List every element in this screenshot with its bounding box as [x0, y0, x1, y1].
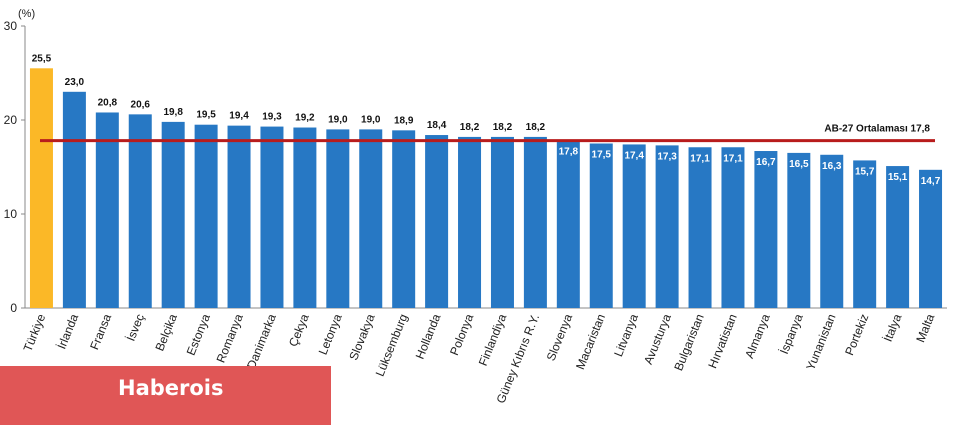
- bar: [754, 151, 778, 308]
- bar-value-label: 20,8: [98, 97, 118, 108]
- x-tick-label: İtalya: [881, 312, 905, 344]
- bar: [227, 125, 251, 308]
- bar-value-label: 19,4: [229, 111, 249, 122]
- y-unit-label: (%): [18, 8, 35, 20]
- x-tick-label: Finlandiya: [476, 312, 510, 368]
- bars: [29, 68, 943, 309]
- bar: [260, 126, 284, 308]
- reference-line-group: AB-27 Ortalaması 17,8: [40, 124, 935, 143]
- x-tick-label: Romanya: [214, 312, 246, 365]
- bar: [886, 166, 910, 308]
- x-tick-label: Danimarka: [244, 312, 279, 371]
- bar-value-label: 17,4: [624, 150, 644, 161]
- watermark-banner: Haberois: [0, 366, 331, 425]
- bar: [655, 145, 679, 308]
- bar-value-label: 18,9: [394, 115, 414, 126]
- x-tick-label: Almanya: [742, 312, 773, 361]
- x-tick-label: Bulgaristan: [671, 312, 706, 373]
- bar: [359, 129, 383, 308]
- x-tick-label: Estonya: [184, 312, 213, 358]
- x-tick-label: İspanya: [777, 312, 806, 357]
- bar-value-label: 16,3: [822, 161, 842, 172]
- bar: [29, 68, 53, 308]
- bar: [293, 127, 317, 309]
- bar: [589, 143, 613, 308]
- bar: [458, 136, 482, 308]
- x-tick-label: Litvanya: [611, 312, 641, 359]
- x-tick-label: Slovenya: [544, 312, 576, 363]
- x-tick-label: Malta: [913, 312, 937, 345]
- bar: [787, 152, 811, 308]
- y-tick-label: 20: [4, 113, 18, 127]
- bar-value-label: 18,2: [526, 122, 546, 133]
- bar-value-label: 19,2: [295, 113, 315, 124]
- bar: [556, 140, 580, 308]
- bar-value-label: 19,5: [196, 110, 216, 121]
- x-tick-label: Macaristan: [573, 312, 608, 372]
- bar: [688, 147, 712, 308]
- x-tick-label: İrlanda: [54, 312, 81, 352]
- x-tick-label: Hırvatistan: [705, 312, 739, 370]
- x-tick-label: Slovakya: [346, 312, 377, 363]
- bar-value-label: 17,8: [559, 147, 579, 158]
- bar: [392, 130, 416, 308]
- bar-value-label: 16,7: [756, 157, 776, 168]
- bar: [326, 129, 350, 308]
- bar-value-label: 18,2: [493, 122, 513, 133]
- bar-value-label: 17,3: [657, 151, 677, 162]
- x-tick-label: Polonya: [447, 312, 476, 358]
- bar-value-label: 20,6: [131, 99, 151, 110]
- x-tick-label: Çekya: [286, 312, 312, 349]
- average-line-label: AB-27 Ortalaması 17,8: [824, 124, 930, 135]
- bar-value-label: 25,5: [32, 53, 52, 64]
- bar-value-label: 19,3: [262, 112, 282, 123]
- bar-value-label: 18,4: [427, 120, 447, 131]
- x-tick-label: Fransa: [87, 312, 114, 352]
- x-tick-label: Avusturya: [641, 312, 674, 367]
- bar: [853, 160, 877, 308]
- y-tick-label: 0: [10, 301, 17, 315]
- bar: [820, 154, 844, 308]
- bar-value-label: 19,8: [163, 107, 183, 118]
- bar-value-label: 17,1: [723, 153, 743, 164]
- bar-value-label: 19,0: [328, 114, 348, 125]
- bar: [128, 114, 152, 308]
- y-tick-label: 10: [4, 207, 18, 221]
- x-tick-label: Portekiz: [842, 312, 871, 357]
- bar: [62, 91, 86, 308]
- x-tick-label: Lüksemburg: [373, 312, 411, 378]
- bar: [490, 136, 514, 308]
- x-tick-label: Letonya: [316, 312, 345, 357]
- y-tick-label: 30: [4, 19, 18, 33]
- bar-value-label: 18,2: [460, 122, 480, 133]
- value-labels: 25,5 23,0 20,8 20,6 19,8 19,5 19,4 19,3 19,2 19,0…: [32, 53, 941, 187]
- bar: [194, 124, 218, 308]
- bar: [523, 136, 547, 308]
- bar-value-label: 14,7: [921, 176, 941, 187]
- bar: [95, 112, 119, 308]
- bar-value-label: 15,1: [888, 172, 908, 183]
- bar-value-label: 16,5: [789, 159, 809, 170]
- x-tick-label: Yunanistan: [803, 312, 838, 372]
- bar-value-label: 23,0: [65, 77, 85, 88]
- bar: [622, 144, 646, 308]
- bar-value-label: 19,0: [361, 114, 381, 125]
- bar: [425, 135, 449, 308]
- bar: [161, 121, 185, 308]
- x-tick-label: Türkiye: [21, 312, 49, 354]
- bar: [919, 169, 943, 308]
- bar: [721, 147, 745, 308]
- x-tick-label: Hollanda: [413, 312, 444, 361]
- bar-value-label: 17,1: [690, 153, 710, 164]
- x-tick-label: İsveç: [124, 312, 147, 343]
- bar-value-label: 15,7: [855, 166, 875, 177]
- watermark-text: Haberois: [118, 376, 224, 400]
- x-tick-label: Belçika: [152, 312, 180, 353]
- bar-value-label: 17,5: [592, 150, 612, 161]
